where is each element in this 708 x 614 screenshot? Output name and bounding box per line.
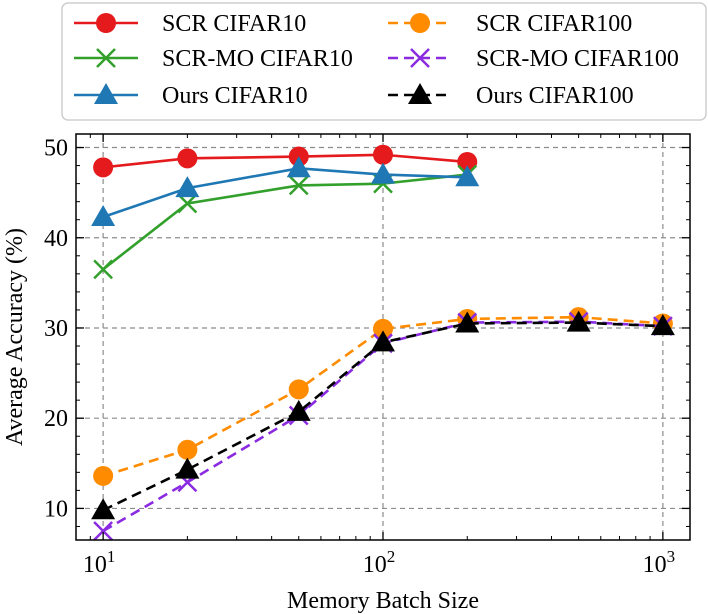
legend-item: SCR CIFAR10 xyxy=(74,11,306,37)
data-point-circle xyxy=(177,439,198,460)
data-point-triangle xyxy=(455,165,480,187)
legend-label: Ours CIFAR100 xyxy=(476,83,634,109)
data-point-x xyxy=(288,175,309,196)
data-point-triangle xyxy=(175,176,200,198)
legend-item: Ours CIFAR10 xyxy=(74,83,308,109)
data-point-triangle xyxy=(175,457,200,479)
series-scr-cifar10 xyxy=(93,144,478,178)
series-scr-mo-cifar10 xyxy=(93,164,478,280)
data-point-circle xyxy=(373,144,393,165)
y-tick-label: 50 xyxy=(44,136,68,162)
legend-box xyxy=(61,2,707,121)
y-axis-label: Average Accuracy (%) xyxy=(2,228,28,446)
y-tick-label: 10 xyxy=(44,496,68,522)
data-point-triangle xyxy=(408,83,432,104)
data-point-triangle xyxy=(371,162,395,184)
data-point-circle xyxy=(410,13,430,33)
x-tick-label: 101 xyxy=(83,547,116,578)
legend-label: SCR CIFAR100 xyxy=(476,11,632,37)
ticks: 10 20 30 40 50 101 102 103 xyxy=(44,134,690,578)
plot-series xyxy=(91,144,675,541)
data-point-x xyxy=(93,259,114,280)
data-point-triangle xyxy=(91,498,116,520)
series-line xyxy=(102,153,468,169)
data-point-triangle xyxy=(94,83,118,104)
legend-item: SCR CIFAR100 xyxy=(388,11,632,37)
data-point-circle xyxy=(288,379,309,400)
data-point-triangle xyxy=(566,310,591,332)
legend-label: SCR CIFAR10 xyxy=(162,11,306,37)
data-point-circle xyxy=(96,13,116,33)
data-point-x xyxy=(410,48,430,68)
legend-item: SCR-MO CIFAR100 xyxy=(388,46,679,72)
data-point-circle xyxy=(93,157,114,178)
y-tick-label: 40 xyxy=(44,226,68,252)
data-point-triangle xyxy=(286,399,311,421)
data-point-x xyxy=(177,193,198,214)
data-point-triangle xyxy=(455,311,480,333)
y-tick-label: 30 xyxy=(44,316,68,342)
data-point-x xyxy=(93,521,114,541)
data-point-triangle xyxy=(91,205,116,227)
series-ours-cifar100 xyxy=(91,310,675,520)
series-ours-cifar10 xyxy=(91,156,480,227)
series-line xyxy=(102,166,468,219)
data-point-triangle xyxy=(650,314,675,336)
legend-item: SCR-MO CIFAR10 xyxy=(74,46,353,72)
legend-label: Ours CIFAR10 xyxy=(162,83,308,109)
legend-label: SCR-MO CIFAR100 xyxy=(476,46,679,72)
series-line xyxy=(102,173,468,271)
data-point-circle xyxy=(373,318,393,339)
x-axis-label: Memory Batch Size xyxy=(287,588,479,614)
data-point-triangle xyxy=(371,330,395,352)
x-tick-label: 102 xyxy=(363,547,396,578)
x-tick-label: 103 xyxy=(643,547,676,578)
legend-label: SCR-MO CIFAR10 xyxy=(162,46,353,72)
data-point-circle xyxy=(457,151,478,172)
y-tick-label: 20 xyxy=(44,406,68,432)
data-point-x xyxy=(96,48,116,68)
data-point-circle xyxy=(177,148,198,169)
data-point-triangle xyxy=(286,156,311,178)
legend: SCR CIFAR10 SCR-MO CIFAR10 Ours CIFAR10 SCR… xyxy=(61,2,707,121)
data-point-circle xyxy=(93,465,114,486)
legend-item: Ours CIFAR100 xyxy=(388,83,634,109)
